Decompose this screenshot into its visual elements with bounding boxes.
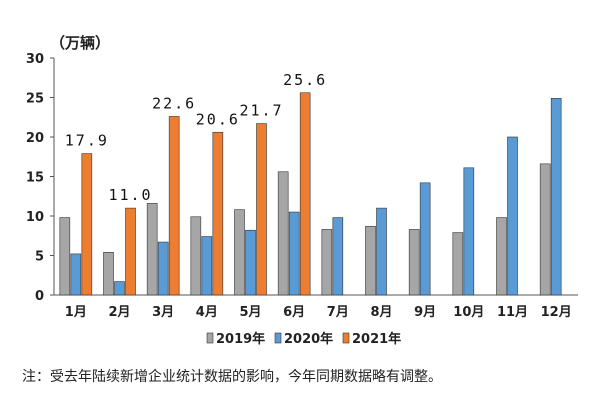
y-tick-label: 10 bbox=[26, 210, 44, 225]
x-tick-label: 7月 bbox=[327, 305, 349, 320]
bars bbox=[59, 92, 562, 296]
legend-label: 2020年 bbox=[284, 331, 333, 347]
data-labels: 17.9 11.0 22.620.6 21.725.6 bbox=[65, 71, 327, 204]
data-label: 22.6 bbox=[152, 94, 196, 112]
legend-swatch bbox=[342, 332, 350, 344]
legend-swatch bbox=[274, 332, 282, 344]
bar bbox=[376, 207, 387, 296]
footnote: 注：受去年陆续新增企业统计数据的影响，今年同期数据略有调整。 bbox=[22, 369, 442, 385]
legend: 2019年 2020年 2021年 bbox=[206, 331, 401, 347]
y-tick-label: 25 bbox=[26, 92, 44, 107]
bar bbox=[496, 217, 507, 296]
legend-label: 2021年 bbox=[352, 331, 401, 347]
legend-swatch bbox=[206, 332, 214, 344]
bar bbox=[234, 209, 245, 296]
x-tick-label: 6月 bbox=[283, 305, 305, 320]
bar bbox=[256, 123, 267, 296]
bar bbox=[190, 216, 202, 296]
bar bbox=[70, 253, 82, 296]
y-tick-label: 30 bbox=[26, 52, 44, 67]
y-tick-label: 0 bbox=[35, 289, 44, 304]
x-tick-label: 3月 bbox=[152, 305, 174, 320]
x-tick-label: 11月 bbox=[497, 305, 528, 320]
data-label: 11.0 bbox=[108, 186, 152, 204]
bar bbox=[201, 236, 213, 296]
bar bbox=[103, 252, 114, 296]
bar bbox=[463, 167, 475, 296]
bar bbox=[59, 217, 71, 296]
bar bbox=[277, 171, 289, 296]
data-label: 25.6 bbox=[283, 71, 327, 89]
x-tick-label: 12月 bbox=[541, 305, 572, 320]
y-axis: 0 5 10 15 20 25 30 bbox=[26, 52, 55, 304]
bar bbox=[146, 203, 158, 296]
bar bbox=[507, 136, 518, 296]
bar bbox=[332, 217, 344, 296]
x-tick-label: 9月 bbox=[414, 305, 436, 320]
y-tick-label: 15 bbox=[26, 171, 44, 186]
data-label: 17.9 bbox=[65, 132, 109, 150]
bar bbox=[539, 163, 551, 296]
x-tick-label: 8月 bbox=[370, 305, 392, 320]
x-tick-label: 10月 bbox=[453, 305, 484, 320]
bar bbox=[419, 182, 431, 296]
bar bbox=[452, 232, 464, 296]
legend-label: 2019年 bbox=[216, 331, 265, 347]
bar bbox=[408, 229, 420, 296]
y-tick-label: 5 bbox=[35, 250, 44, 265]
x-axis: 1月 2月 3月 4月 5月 6月 7月 8月 9月 10月 11月 12月 bbox=[54, 294, 578, 320]
x-tick-label: 4月 bbox=[196, 305, 218, 320]
y-tick-label: 20 bbox=[26, 131, 44, 146]
y-unit-label: （万辆） bbox=[50, 34, 110, 52]
bar bbox=[157, 241, 169, 296]
data-label: 20.6 bbox=[196, 110, 240, 128]
bar bbox=[81, 153, 93, 296]
bar bbox=[550, 97, 562, 296]
x-tick-label: 1月 bbox=[65, 305, 87, 320]
x-tick-label: 2月 bbox=[108, 305, 130, 320]
data-label: 21.7 bbox=[239, 102, 283, 120]
bar bbox=[288, 211, 300, 296]
bar bbox=[245, 229, 256, 296]
bar bbox=[365, 225, 376, 296]
bar bbox=[212, 131, 224, 296]
bar bbox=[168, 116, 180, 296]
bar bbox=[321, 229, 333, 296]
x-tick-label: 5月 bbox=[239, 305, 261, 320]
bar bbox=[114, 281, 125, 296]
bar bbox=[125, 207, 136, 296]
bar bbox=[299, 92, 311, 296]
